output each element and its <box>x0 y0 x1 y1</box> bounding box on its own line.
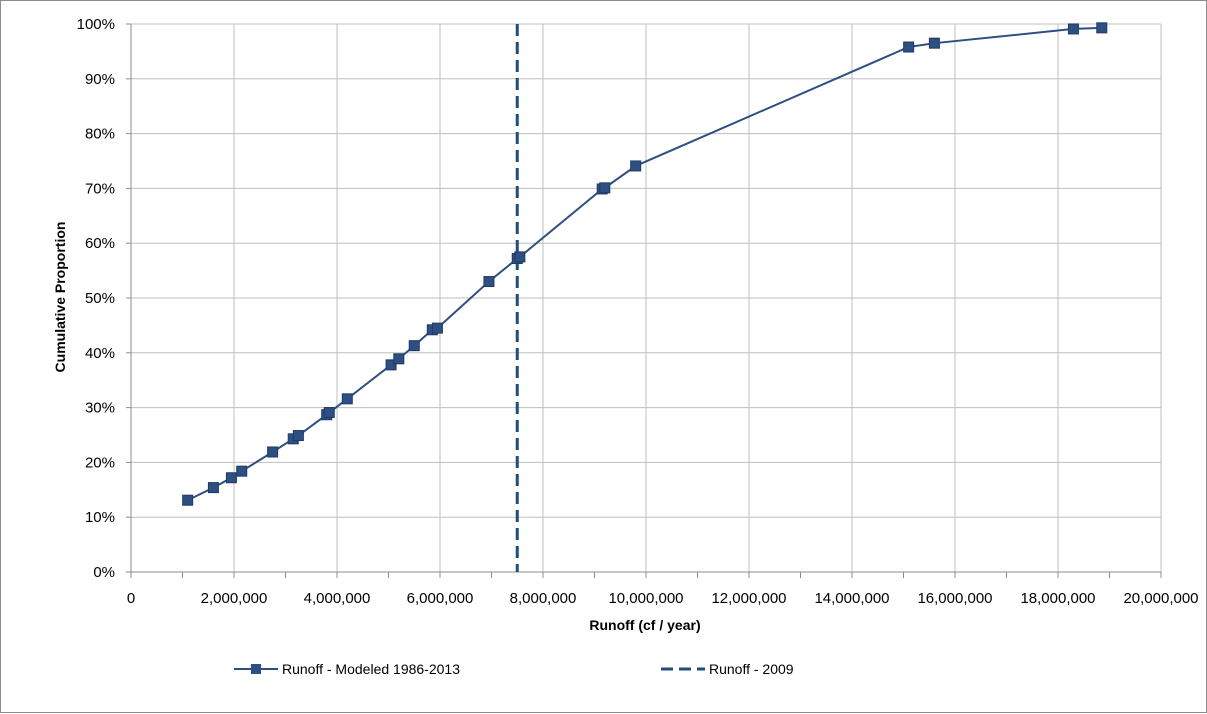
x-tick-label: 20,000,000 <box>1123 590 1198 607</box>
data-point-marker <box>341 393 353 405</box>
data-point-marker <box>182 494 194 506</box>
y-tick-label: 80% <box>85 126 115 143</box>
data-point-marker <box>323 407 335 419</box>
data-point-marker <box>236 465 248 477</box>
x-axis-title: Runoff (cf / year) <box>589 617 700 633</box>
y-axis-title: Cumulative Proportion <box>52 222 68 373</box>
legend-label-2009: Runoff - 2009 <box>709 661 794 677</box>
data-point-marker <box>483 276 495 288</box>
grid-lines <box>131 23 1162 572</box>
legend-label-modeled: Runoff - Modeled 1986-2013 <box>282 661 460 677</box>
y-tick-label: 40% <box>85 345 115 362</box>
data-point-marker <box>385 359 397 371</box>
data-point-marker <box>1067 23 1079 35</box>
data-point-marker <box>207 482 219 494</box>
y-tick-label: 50% <box>85 290 115 307</box>
data-point-marker <box>408 340 420 352</box>
x-tick-label: 16,000,000 <box>917 590 992 607</box>
x-tick-label: 10,000,000 <box>608 590 683 607</box>
data-point-marker <box>599 182 611 194</box>
y-tick-label: 20% <box>85 454 115 471</box>
data-point-marker <box>1096 22 1108 34</box>
legend: Runoff - Modeled 1986-2013 Runoff - 2009 <box>234 661 794 677</box>
data-series <box>182 22 1108 572</box>
data-point-marker <box>903 41 915 53</box>
data-point-marker <box>431 322 443 334</box>
x-tick-label: 2,000,000 <box>201 590 268 607</box>
modeled-series-line <box>187 26 1102 502</box>
x-tick-label: 8,000,000 <box>510 590 577 607</box>
data-point-marker <box>267 446 279 458</box>
x-tick-label: 0 <box>127 590 135 607</box>
data-point-marker <box>630 160 642 172</box>
tick-labels: 0% 10% 20% 30% 40% 50% 60% 70% 80% 90% 100% 0 2,000,… <box>77 16 1199 607</box>
data-point-marker <box>393 353 405 365</box>
x-tick-label: 4,000,000 <box>304 590 371 607</box>
y-tick-label: 70% <box>85 180 115 197</box>
y-tick-label: 100% <box>77 16 115 33</box>
x-tick-label: 6,000,000 <box>407 590 474 607</box>
y-tick-label: 10% <box>85 509 115 526</box>
plot-axes <box>126 23 1162 578</box>
legend-marker-modeled <box>251 664 261 674</box>
y-tick-label: 30% <box>85 400 115 417</box>
x-tick-label: 14,000,000 <box>814 590 889 607</box>
data-point-marker <box>514 251 526 263</box>
y-tick-label: 60% <box>85 235 115 252</box>
data-point-marker <box>225 472 237 484</box>
data-point-marker <box>292 430 304 442</box>
data-point-marker <box>928 37 940 49</box>
y-tick-label: 0% <box>93 564 115 581</box>
y-tick-label: 90% <box>85 71 115 88</box>
x-tick-label: 12,000,000 <box>711 590 786 607</box>
x-tick-label: 18,000,000 <box>1020 590 1095 607</box>
